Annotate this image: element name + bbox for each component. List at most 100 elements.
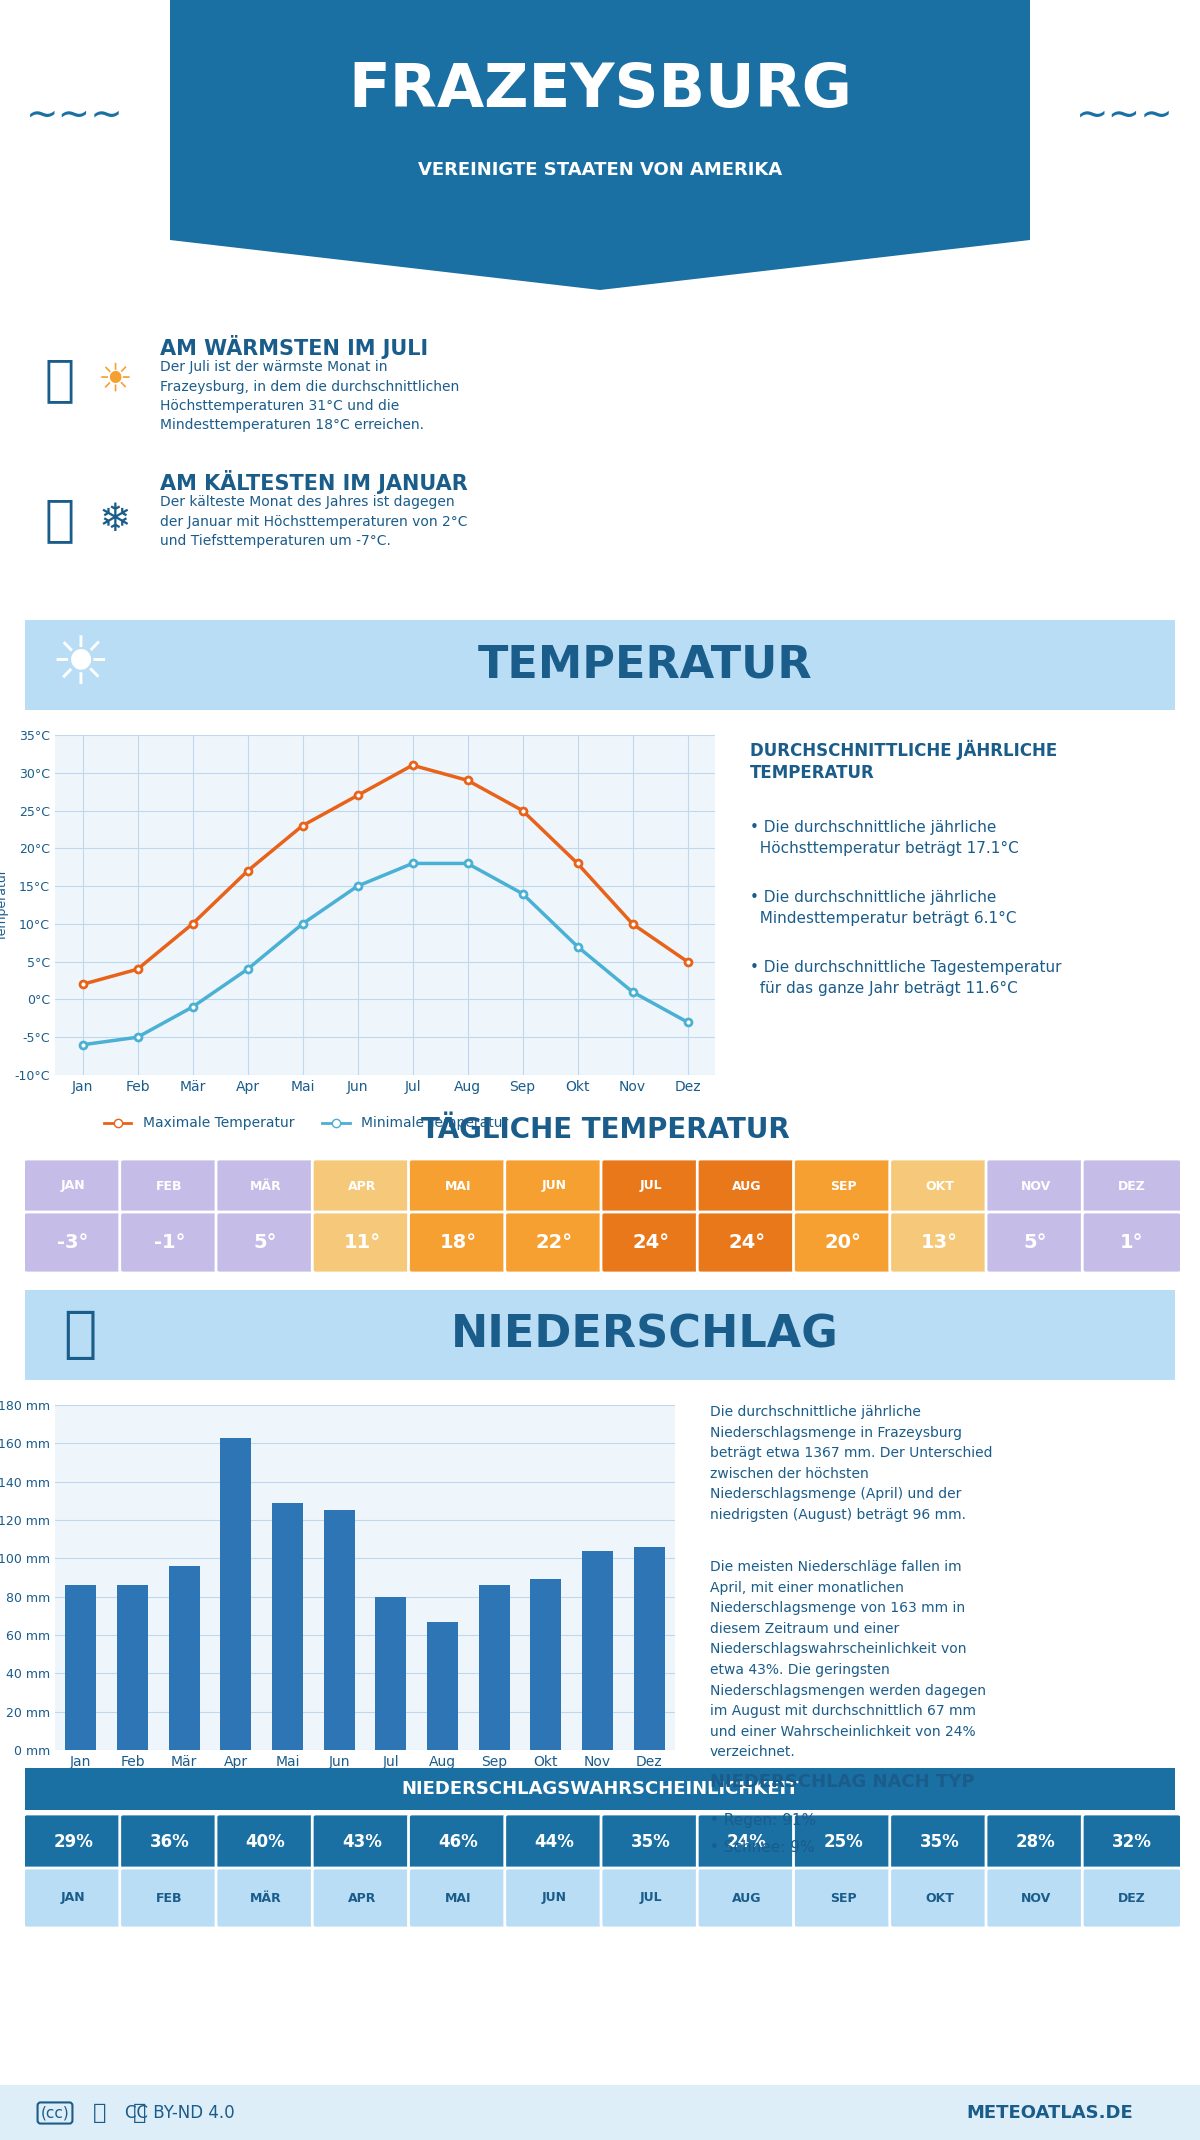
Bar <box>530 1579 562 1751</box>
FancyBboxPatch shape <box>889 1815 989 1868</box>
Text: -1°: -1° <box>154 1233 185 1252</box>
FancyBboxPatch shape <box>601 1868 701 1928</box>
Bar <box>427 1622 458 1751</box>
Bar <box>65 1586 96 1751</box>
Text: • Die durchschnittliche jährliche
  Höchsttemperatur beträgt 17.1°C: • Die durchschnittliche jährliche Höchst… <box>750 820 1019 856</box>
Text: ❄: ❄ <box>98 501 131 539</box>
Text: 44%: 44% <box>534 1834 575 1851</box>
Text: 43%: 43% <box>342 1834 382 1851</box>
FancyBboxPatch shape <box>408 1160 508 1213</box>
Text: MÄR: MÄR <box>250 1179 282 1192</box>
Text: 5°: 5° <box>1024 1233 1048 1252</box>
Text: 25%: 25% <box>823 1834 863 1851</box>
FancyBboxPatch shape <box>216 1160 316 1213</box>
FancyBboxPatch shape <box>697 1868 797 1928</box>
Text: JUL: JUL <box>640 1179 662 1192</box>
Text: JUN: JUN <box>542 1892 566 1905</box>
Legend: Maximale Temperatur, Minimale Temperatur: Maximale Temperatur, Minimale Temperatur <box>98 1111 514 1136</box>
FancyBboxPatch shape <box>24 1815 122 1868</box>
FancyBboxPatch shape <box>19 614 1181 717</box>
Text: 13°: 13° <box>920 1233 958 1252</box>
Polygon shape <box>170 0 1030 291</box>
FancyBboxPatch shape <box>793 1815 893 1868</box>
Text: • Regen: 91%
• Schnee: 9%: • Regen: 91% • Schnee: 9% <box>710 1813 816 1855</box>
Text: 11°: 11° <box>343 1233 380 1252</box>
FancyBboxPatch shape <box>889 1211 989 1273</box>
Text: • Die durchschnittliche Tagestemperatur
  für das ganze Jahr beträgt 11.6°C: • Die durchschnittliche Tagestemperatur … <box>750 961 1062 995</box>
Text: MAI: MAI <box>445 1892 472 1905</box>
FancyBboxPatch shape <box>312 1160 412 1213</box>
Text: DURCHSCHNITTLICHE JÄHRLICHE
TEMPERATUR: DURCHSCHNITTLICHE JÄHRLICHE TEMPERATUR <box>750 740 1057 783</box>
Text: DEZ: DEZ <box>1118 1179 1146 1192</box>
Text: ⓘ: ⓘ <box>94 2104 107 2123</box>
FancyBboxPatch shape <box>986 1868 1085 1928</box>
Text: APR: APR <box>348 1179 376 1192</box>
Text: METEOATLAS.DE: METEOATLAS.DE <box>967 2104 1133 2123</box>
Text: SEP: SEP <box>830 1179 857 1192</box>
FancyBboxPatch shape <box>408 1211 508 1273</box>
Text: Ⓝ: Ⓝ <box>133 2104 146 2123</box>
Text: 35%: 35% <box>919 1834 959 1851</box>
Text: AUG: AUG <box>732 1179 762 1192</box>
FancyBboxPatch shape <box>505 1160 604 1213</box>
Y-axis label: Temperatur: Temperatur <box>0 869 10 942</box>
Text: AM WÄRMSTEN IM JULI: AM WÄRMSTEN IM JULI <box>160 336 428 360</box>
FancyBboxPatch shape <box>22 1766 1178 1813</box>
Text: 🌂: 🌂 <box>64 1308 97 1361</box>
Text: 32%: 32% <box>1112 1834 1152 1851</box>
FancyBboxPatch shape <box>408 1868 508 1928</box>
FancyBboxPatch shape <box>1082 1815 1182 1868</box>
FancyBboxPatch shape <box>1082 1211 1182 1273</box>
FancyBboxPatch shape <box>697 1160 797 1213</box>
FancyBboxPatch shape <box>216 1868 316 1928</box>
FancyBboxPatch shape <box>793 1868 893 1928</box>
Text: 24%: 24% <box>727 1834 767 1851</box>
Text: OKT: OKT <box>925 1179 954 1192</box>
Text: TÄGLICHE TEMPERATUR: TÄGLICHE TEMPERATUR <box>421 1115 790 1145</box>
Text: MÄR: MÄR <box>250 1892 282 1905</box>
Text: NIEDERSCHLAG: NIEDERSCHLAG <box>451 1314 839 1357</box>
Text: 35%: 35% <box>631 1834 671 1851</box>
Text: ∼∼∼: ∼∼∼ <box>26 96 124 135</box>
Bar <box>582 1552 613 1751</box>
Text: MAI: MAI <box>445 1179 472 1192</box>
FancyBboxPatch shape <box>601 1160 701 1213</box>
Text: APR: APR <box>348 1892 376 1905</box>
Text: 18°: 18° <box>439 1233 476 1252</box>
FancyBboxPatch shape <box>601 1815 701 1868</box>
FancyBboxPatch shape <box>408 1815 508 1868</box>
Text: AM KÄLTESTEN IM JANUAR: AM KÄLTESTEN IM JANUAR <box>160 471 468 494</box>
FancyBboxPatch shape <box>1082 1868 1182 1928</box>
Text: 24°: 24° <box>632 1233 670 1252</box>
FancyBboxPatch shape <box>889 1868 989 1928</box>
FancyBboxPatch shape <box>312 1211 412 1273</box>
FancyBboxPatch shape <box>19 1284 1181 1387</box>
FancyBboxPatch shape <box>120 1868 220 1928</box>
Text: NIEDERSCHLAGSWAHRSCHEINLICHKEIT: NIEDERSCHLAGSWAHRSCHEINLICHKEIT <box>401 1780 799 1798</box>
Text: ☀: ☀ <box>97 362 132 398</box>
Bar <box>221 1438 251 1751</box>
FancyBboxPatch shape <box>601 1211 701 1273</box>
FancyBboxPatch shape <box>505 1211 604 1273</box>
Text: OKT: OKT <box>925 1892 954 1905</box>
Text: Der kälteste Monat des Jahres ist dagegen
der Januar mit Höchsttemperaturen von : Der kälteste Monat des Jahres ist dagege… <box>160 494 468 548</box>
Text: JUL: JUL <box>640 1892 662 1905</box>
FancyBboxPatch shape <box>216 1815 316 1868</box>
Text: NOV: NOV <box>1020 1179 1051 1192</box>
FancyBboxPatch shape <box>986 1160 1085 1213</box>
Text: 28%: 28% <box>1015 1834 1056 1851</box>
Legend: Niederschlagssumme: Niederschlagssumme <box>142 1780 341 1806</box>
Text: JAN: JAN <box>61 1892 85 1905</box>
Text: 🌡: 🌡 <box>46 355 74 404</box>
Text: -3°: -3° <box>58 1233 89 1252</box>
Text: 🌡: 🌡 <box>46 496 74 544</box>
FancyBboxPatch shape <box>216 1211 316 1273</box>
Bar <box>376 1596 407 1751</box>
Bar <box>169 1566 199 1751</box>
FancyBboxPatch shape <box>986 1211 1085 1273</box>
Text: NIEDERSCHLAG NACH TYP: NIEDERSCHLAG NACH TYP <box>710 1774 974 1791</box>
Text: NOV: NOV <box>1020 1892 1051 1905</box>
Text: CC BY-ND 4.0: CC BY-ND 4.0 <box>125 2104 235 2123</box>
Text: (cc): (cc) <box>41 2106 70 2121</box>
FancyBboxPatch shape <box>120 1815 220 1868</box>
